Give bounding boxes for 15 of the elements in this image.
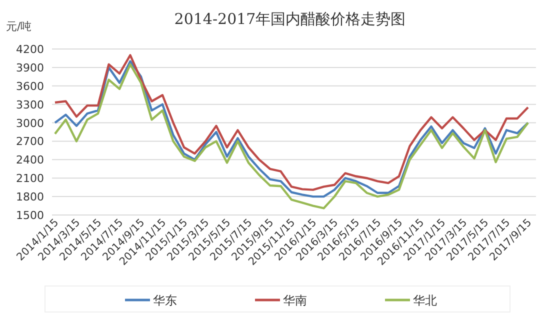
y-tick-label: 2400 bbox=[16, 154, 44, 167]
y-tick-label: 1800 bbox=[16, 190, 44, 204]
y-tick-label: 4200 bbox=[16, 43, 44, 56]
y-tick-label: 3900 bbox=[16, 61, 44, 74]
legend-label: 华东 bbox=[153, 294, 177, 308]
y-tick-label: 3300 bbox=[16, 98, 44, 112]
y-tick-label: 3000 bbox=[16, 116, 44, 130]
y-axis-title: 元/吨 bbox=[6, 20, 32, 33]
chart-title: 2014-2017年国内醋酸价格走势图 bbox=[174, 10, 406, 28]
y-tick-label: 2100 bbox=[16, 172, 44, 186]
legend-label: 华北 bbox=[413, 294, 437, 308]
legend-label: 华南 bbox=[283, 294, 307, 308]
y-tick-label: 1500 bbox=[16, 209, 44, 222]
y-tick-label: 2700 bbox=[16, 135, 44, 148]
y-tick-label: 3600 bbox=[16, 80, 44, 93]
